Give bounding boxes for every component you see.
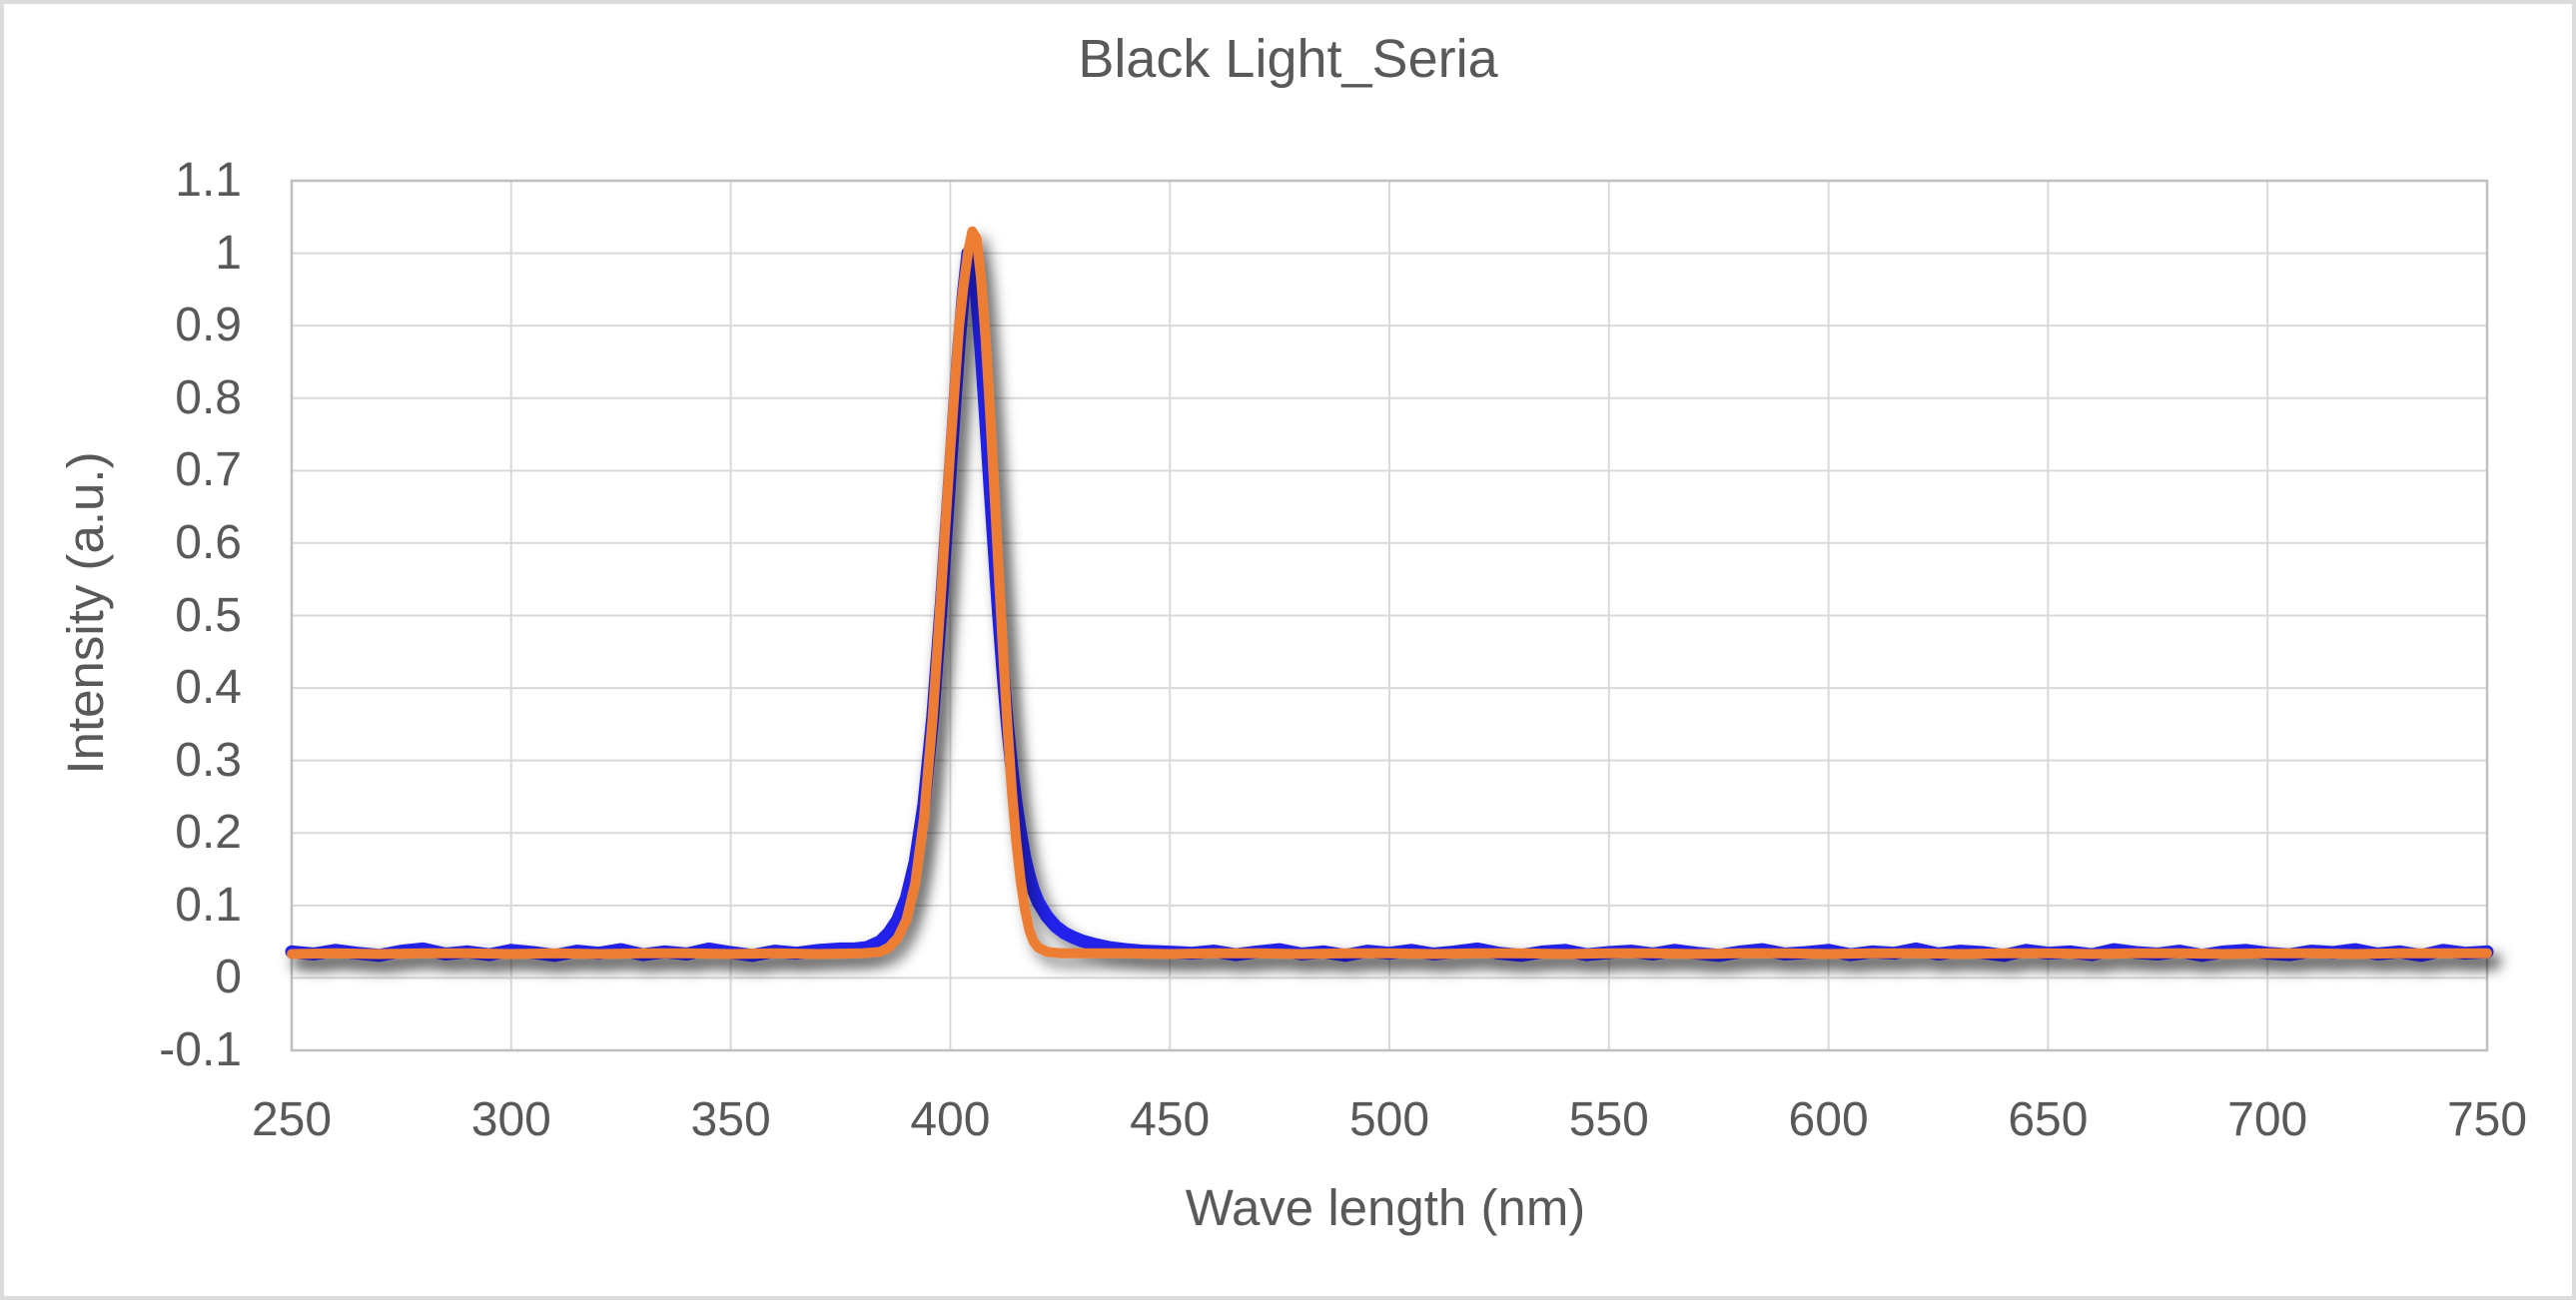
x-axis-title: Wave length (nm) — [1185, 1179, 1586, 1236]
y-tick-label: 0.6 — [175, 515, 242, 569]
gridlines — [291, 180, 2488, 1051]
y-tick-label: 0 — [215, 951, 242, 1004]
x-tick-label: 450 — [1130, 1093, 1211, 1146]
x-tick-label: 650 — [2008, 1093, 2089, 1146]
x-tick-label: 250 — [251, 1093, 333, 1146]
x-tick-label: 300 — [470, 1093, 551, 1146]
x-tick-label: 350 — [690, 1093, 771, 1146]
x-tick-label: 700 — [2227, 1093, 2308, 1146]
y-tick-label: 0.7 — [175, 443, 242, 497]
y-tick-label: 1.1 — [175, 154, 242, 207]
x-tick-label: 600 — [1788, 1093, 1869, 1146]
chart-title: Black Light_Seria — [1078, 29, 1498, 89]
series-line-orange — [287, 226, 2492, 960]
x-tick-label: 550 — [1568, 1093, 1649, 1146]
y-tick-label: -0.1 — [159, 1023, 242, 1076]
x-tick-label: 400 — [910, 1093, 991, 1146]
y-tick-label: 0.5 — [175, 588, 242, 642]
x-tick-label: 750 — [2446, 1093, 2528, 1146]
plot-border — [290, 179, 2489, 1052]
y-tick-label: 1 — [215, 226, 242, 280]
x-tick-label: 500 — [1348, 1093, 1430, 1146]
series-lines — [285, 226, 2494, 963]
y-tick-label: 0.8 — [175, 370, 242, 424]
y-tick-label: 0.2 — [175, 806, 242, 860]
y-tick-label: 0.3 — [175, 733, 242, 787]
y-tick-label: 0.1 — [175, 878, 242, 932]
y-tick-label: 0.4 — [175, 661, 242, 715]
plot-area — [285, 179, 2494, 1052]
y-tick-label: 0.9 — [175, 299, 242, 352]
